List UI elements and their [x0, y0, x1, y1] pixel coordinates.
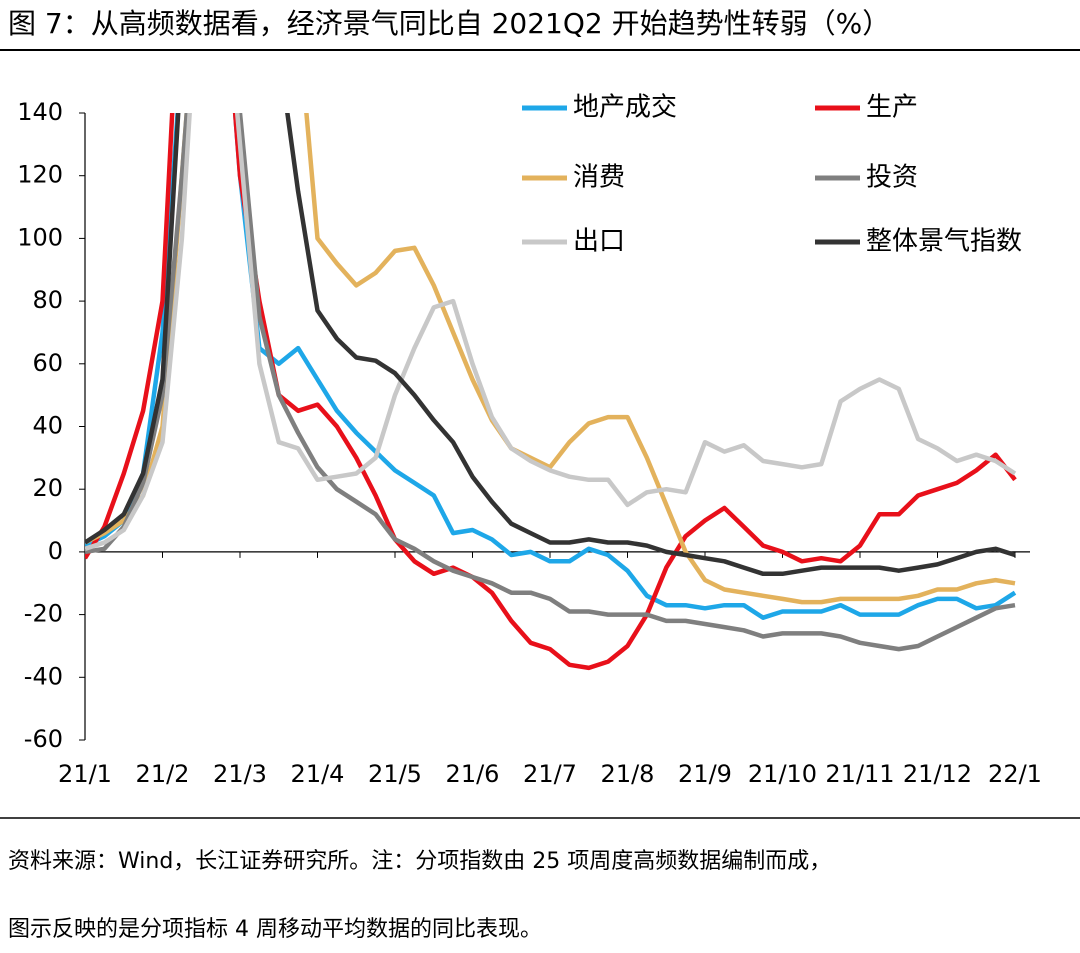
- plot-area: [85, 113, 1017, 671]
- series-line: [85, 113, 1017, 671]
- y-tick-label: 120: [17, 161, 63, 189]
- x-tick-label: 21/10: [748, 760, 817, 788]
- x-tick-label: 21/8: [601, 760, 655, 788]
- y-tick-label: 40: [32, 412, 63, 440]
- y-tick-label: 100: [17, 223, 63, 251]
- legend-label: 投资: [866, 163, 918, 193]
- y-tick-label: 140: [17, 98, 63, 126]
- y-tick-label: 0: [48, 537, 63, 565]
- series-line: [85, 113, 1016, 605]
- x-tick-label: 21/12: [903, 760, 972, 788]
- legend-label: 整体景气指数: [866, 227, 1022, 257]
- chart-title: 图 7：从高频数据看，经济景气同比自 2021Q2 开始趋势性转弱（%）: [8, 7, 890, 40]
- legend-label: 消费: [573, 163, 625, 193]
- series-line: [85, 113, 1017, 551]
- y-tick-label: 80: [32, 286, 63, 314]
- note: 资料来源：Wind，长江证券研究所。注：分项指数由 25 项周度高频数据编制而成…: [8, 849, 831, 874]
- y-tick-label: -60: [24, 725, 63, 753]
- legend-label: 出口: [573, 227, 625, 257]
- y-tick-label: -20: [24, 600, 63, 628]
- series-line: [85, 113, 1016, 577]
- x-tick-label: 22/1: [988, 760, 1042, 788]
- x-tick-label: 21/6: [446, 760, 500, 788]
- x-tick-label: 21/5: [368, 760, 422, 788]
- x-tick-label: 21/11: [825, 760, 894, 788]
- y-tick-label: -40: [24, 662, 63, 690]
- x-tick-label: 21/1: [58, 760, 112, 788]
- x-tick-label: 21/3: [213, 760, 267, 788]
- note: 图示反映的是分项指标 4 周移动平均数据的同比表现。: [8, 917, 542, 942]
- series-line: [85, 113, 1016, 652]
- x-tick-label: 21/9: [678, 760, 732, 788]
- legend-label: 地产成交: [573, 93, 677, 123]
- y-tick-label: 20: [32, 474, 63, 502]
- x-tick-label: 21/7: [523, 760, 577, 788]
- x-tick-label: 21/4: [291, 760, 345, 788]
- legend-label: 生产: [866, 93, 918, 123]
- x-tick-label: 21/2: [136, 760, 190, 788]
- y-tick-label: 60: [32, 349, 63, 377]
